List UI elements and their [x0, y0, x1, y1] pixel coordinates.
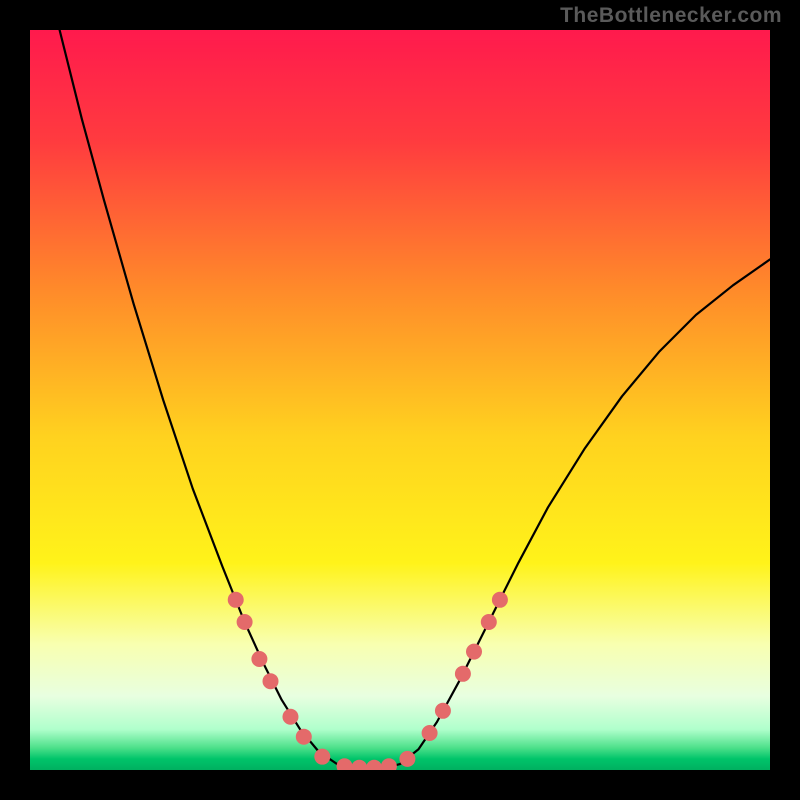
- marker-dot: [263, 673, 279, 689]
- marker-dot: [314, 749, 330, 765]
- gradient-background: [30, 30, 770, 770]
- marker-dot: [296, 729, 312, 745]
- watermark-text: TheBottlenecker.com: [560, 4, 782, 28]
- chart-plot: [30, 30, 770, 770]
- marker-dot: [481, 614, 497, 630]
- marker-dot: [435, 703, 451, 719]
- marker-dot: [492, 592, 508, 608]
- marker-dot: [228, 592, 244, 608]
- marker-dot: [422, 725, 438, 741]
- marker-dot: [466, 644, 482, 660]
- marker-dot: [251, 651, 267, 667]
- marker-dot: [399, 751, 415, 767]
- marker-dot: [455, 666, 471, 682]
- marker-dot: [282, 709, 298, 725]
- marker-dot: [237, 614, 253, 630]
